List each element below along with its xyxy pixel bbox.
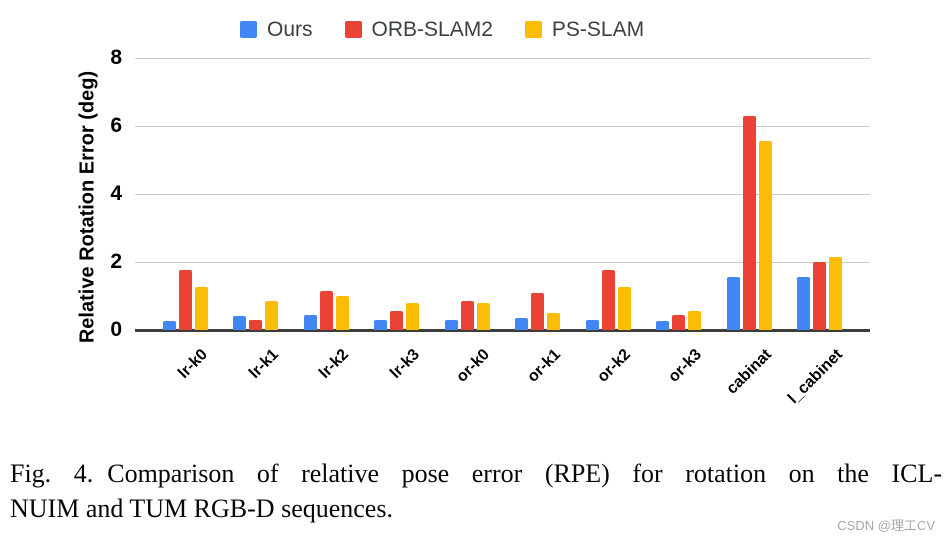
bar-ps-slam-or-k0[interactable] bbox=[476, 303, 490, 330]
gridline-4 bbox=[135, 194, 870, 195]
bar-groups bbox=[150, 58, 855, 330]
bar-group-lr-k1 bbox=[221, 58, 292, 330]
bar-ours-l_cabinet[interactable] bbox=[797, 277, 811, 330]
bar-ours-or-k2[interactable] bbox=[585, 320, 599, 330]
gridline-6 bbox=[135, 126, 870, 127]
legend-item-orb-slam2[interactable]: ORB-SLAM2 bbox=[344, 18, 493, 41]
gridline-2 bbox=[135, 262, 870, 263]
y-tick-label-4: 4 bbox=[110, 182, 122, 205]
bar-group-or-k1 bbox=[503, 58, 574, 330]
bar-ps-slam-lr-k2[interactable] bbox=[335, 296, 349, 330]
y-tick-label-0: 0 bbox=[110, 318, 122, 341]
y-tick-label-6: 6 bbox=[110, 114, 122, 137]
bar-ours-cabinat[interactable] bbox=[726, 277, 740, 330]
bar-group-l_cabinet bbox=[785, 58, 856, 330]
legend-swatch-icon bbox=[344, 21, 362, 38]
legend-swatch-icon bbox=[524, 21, 542, 38]
bar-ps-slam-l_cabinet[interactable] bbox=[829, 257, 843, 330]
bar-ps-slam-lr-k1[interactable] bbox=[265, 301, 279, 330]
chart-legend: Ours ORB-SLAM2 PS-SLAM bbox=[240, 19, 644, 40]
bar-ours-or-k1[interactable] bbox=[515, 318, 529, 330]
bar-orb-slam2-or-k2[interactable] bbox=[601, 270, 615, 330]
gridline-8 bbox=[135, 58, 870, 59]
bar-ps-slam-or-k2[interactable] bbox=[617, 287, 631, 330]
bar-orb-slam2-lr-k2[interactable] bbox=[319, 291, 333, 330]
legend-swatch-icon bbox=[240, 21, 257, 38]
legend-label: PS-SLAM bbox=[551, 18, 645, 41]
bar-ps-slam-lr-k3[interactable] bbox=[406, 303, 420, 330]
bar-orb-slam2-lr-k0[interactable] bbox=[178, 270, 192, 330]
bar-chart: Ours ORB-SLAM2 PS-SLAM 0 2 4 6 8 Relative Rota… bbox=[76, 19, 870, 407]
legend-label: ORB-SLAM2 bbox=[371, 18, 493, 41]
bar-group-lr-k3 bbox=[362, 58, 433, 330]
bar-group-lr-k0 bbox=[150, 58, 221, 330]
watermark: CSDN @理工CV bbox=[837, 518, 935, 533]
bar-ours-or-k3[interactable] bbox=[656, 321, 670, 330]
bar-group-or-k0 bbox=[432, 58, 503, 330]
bar-ours-or-k0[interactable] bbox=[444, 320, 458, 330]
x-axis-line bbox=[135, 329, 870, 332]
figure-caption: Fig. 4. Comparison of relative pose error… bbox=[10, 456, 942, 526]
bar-ps-slam-cabinat[interactable] bbox=[758, 141, 772, 330]
caption-line-2: NUIM and TUM RGB-D sequences. bbox=[10, 494, 393, 523]
y-axis-title: Relative Rotation Error (deg) bbox=[76, 70, 99, 344]
bar-orb-slam2-cabinat[interactable] bbox=[742, 116, 756, 330]
bar-group-cabinat bbox=[714, 58, 785, 330]
bar-orb-slam2-lr-k1[interactable] bbox=[249, 320, 263, 330]
bar-ps-slam-or-k1[interactable] bbox=[547, 313, 561, 330]
bar-group-or-k2 bbox=[573, 58, 644, 330]
bar-ours-lr-k1[interactable] bbox=[233, 316, 247, 330]
bar-group-or-k3 bbox=[644, 58, 715, 330]
bar-ours-lr-k2[interactable] bbox=[303, 315, 317, 330]
caption-text: Comparison of relative pose error (RPE) … bbox=[107, 459, 943, 488]
bar-ours-lr-k0[interactable] bbox=[162, 321, 176, 330]
legend-label: Ours bbox=[267, 18, 313, 41]
bar-orb-slam2-or-k0[interactable] bbox=[460, 301, 474, 330]
y-tick-label-2: 2 bbox=[110, 250, 122, 273]
bar-orb-slam2-or-k1[interactable] bbox=[531, 293, 545, 330]
bar-ps-slam-or-k3[interactable] bbox=[688, 311, 702, 330]
y-tick-label-8: 8 bbox=[110, 46, 122, 69]
legend-item-ps-slam[interactable]: PS-SLAM bbox=[524, 18, 645, 41]
bar-orb-slam2-l_cabinet[interactable] bbox=[813, 262, 827, 330]
bar-group-lr-k2 bbox=[291, 58, 362, 330]
bar-ours-lr-k3[interactable] bbox=[374, 320, 388, 330]
legend-item-ours[interactable]: Ours bbox=[240, 19, 313, 40]
caption-line-1: Fig. 4. Comparison of relative pose error… bbox=[10, 456, 942, 491]
bar-orb-slam2-or-k3[interactable] bbox=[672, 315, 686, 330]
bar-orb-slam2-lr-k3[interactable] bbox=[390, 311, 404, 330]
bar-ps-slam-lr-k0[interactable] bbox=[194, 287, 208, 330]
caption-fig-number: Fig. 4. bbox=[10, 459, 94, 488]
